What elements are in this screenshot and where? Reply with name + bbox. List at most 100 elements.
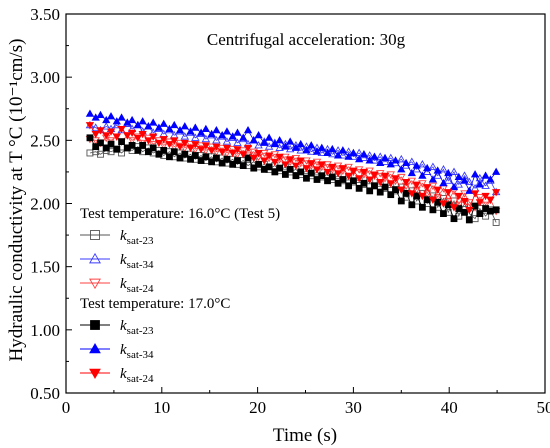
data-point: [222, 144, 232, 153]
data-point: [434, 198, 442, 206]
data-point: [297, 168, 305, 176]
data-point: [428, 196, 438, 204]
data-point: [239, 147, 248, 155]
data-point: [170, 137, 179, 145]
data-point: [170, 148, 178, 156]
data-point: [365, 176, 374, 184]
data-point: [207, 147, 216, 155]
data-point: [228, 149, 237, 158]
data-point: [85, 122, 95, 130]
data-point: [313, 176, 321, 183]
data-point: [187, 155, 194, 163]
data-point: [281, 142, 290, 150]
data-point: [380, 153, 390, 162]
data-point: [444, 189, 453, 197]
data-point: [365, 167, 374, 176]
plot-area: [85, 109, 501, 226]
data-point: [160, 147, 168, 154]
data-point: [349, 177, 357, 185]
data-point: [366, 187, 374, 195]
data-point: [317, 148, 327, 157]
data-point: [418, 180, 427, 188]
legend-marker: [89, 278, 101, 290]
data-point: [492, 189, 501, 197]
data-point: [149, 133, 158, 141]
data-point: [113, 145, 121, 153]
data-point: [376, 188, 384, 196]
data-point: [102, 115, 111, 124]
data-point: [96, 127, 105, 135]
data-point: [201, 124, 211, 132]
data-point: [386, 171, 395, 179]
data-point: [380, 157, 390, 165]
data-point: [481, 192, 490, 201]
legend-marker: [89, 343, 101, 354]
data-point: [229, 160, 237, 168]
data-point: [370, 156, 379, 164]
x-tick-label: 0: [62, 398, 71, 417]
data-point: [102, 144, 110, 152]
data-point: [481, 181, 490, 189]
data-point: [386, 180, 395, 188]
data-point: [186, 141, 195, 149]
data-point: [302, 165, 311, 173]
data-point: [97, 150, 104, 158]
data-point: [218, 148, 227, 156]
data-point: [312, 147, 322, 155]
data-point: [244, 154, 252, 162]
data-point: [86, 134, 94, 142]
data-point: [233, 138, 242, 146]
data-point: [243, 125, 253, 134]
data-point: [196, 146, 206, 154]
data-point: [370, 152, 379, 160]
data-point: [249, 148, 258, 157]
data-point: [465, 216, 473, 224]
data-point: [428, 182, 438, 191]
data-point: [270, 139, 279, 148]
x-tick-label: 40: [441, 398, 458, 417]
legend: Test temperature: 16.0°C (Test 5) ksat-23…: [80, 206, 280, 385]
data-point: [276, 164, 284, 172]
legend-label: ksat-23: [120, 228, 154, 247]
data-point: [249, 136, 258, 144]
data-point: [397, 165, 406, 173]
data-point: [338, 165, 348, 173]
legend-marker: [90, 320, 100, 330]
data-point: [106, 112, 116, 120]
data-point: [118, 149, 126, 157]
data-point: [475, 199, 484, 207]
data-point: [397, 154, 406, 163]
data-point: [317, 143, 326, 151]
data-point: [270, 158, 279, 167]
legend-marker: [89, 252, 101, 264]
series-sat-23-17.0: [86, 134, 500, 224]
data-point: [127, 137, 137, 145]
data-point: [260, 157, 269, 165]
data-point: [465, 177, 474, 186]
data-point: [475, 180, 484, 188]
data-point: [112, 120, 121, 129]
data-point: [286, 137, 295, 145]
data-point: [408, 201, 416, 209]
data-point: [339, 176, 347, 183]
data-point: [323, 168, 332, 177]
legend-group-title: Test temperature: 16.0°C (Test 5): [80, 206, 280, 222]
data-point: [449, 204, 459, 212]
data-point: [191, 152, 199, 159]
x-tick-label: 10: [153, 398, 170, 417]
data-point: [196, 142, 206, 150]
legend-label: ksat-23: [120, 318, 154, 337]
data-point: [212, 143, 221, 151]
data-point: [481, 171, 490, 179]
data-point: [144, 137, 153, 145]
data-point: [423, 184, 432, 192]
data-point: [196, 128, 206, 136]
data-point: [180, 139, 189, 148]
data-point: [334, 179, 342, 187]
data-point: [444, 176, 453, 184]
data-point: [228, 132, 237, 140]
data-point: [243, 144, 253, 153]
data-point: [118, 138, 125, 145]
data-point: [328, 144, 337, 153]
